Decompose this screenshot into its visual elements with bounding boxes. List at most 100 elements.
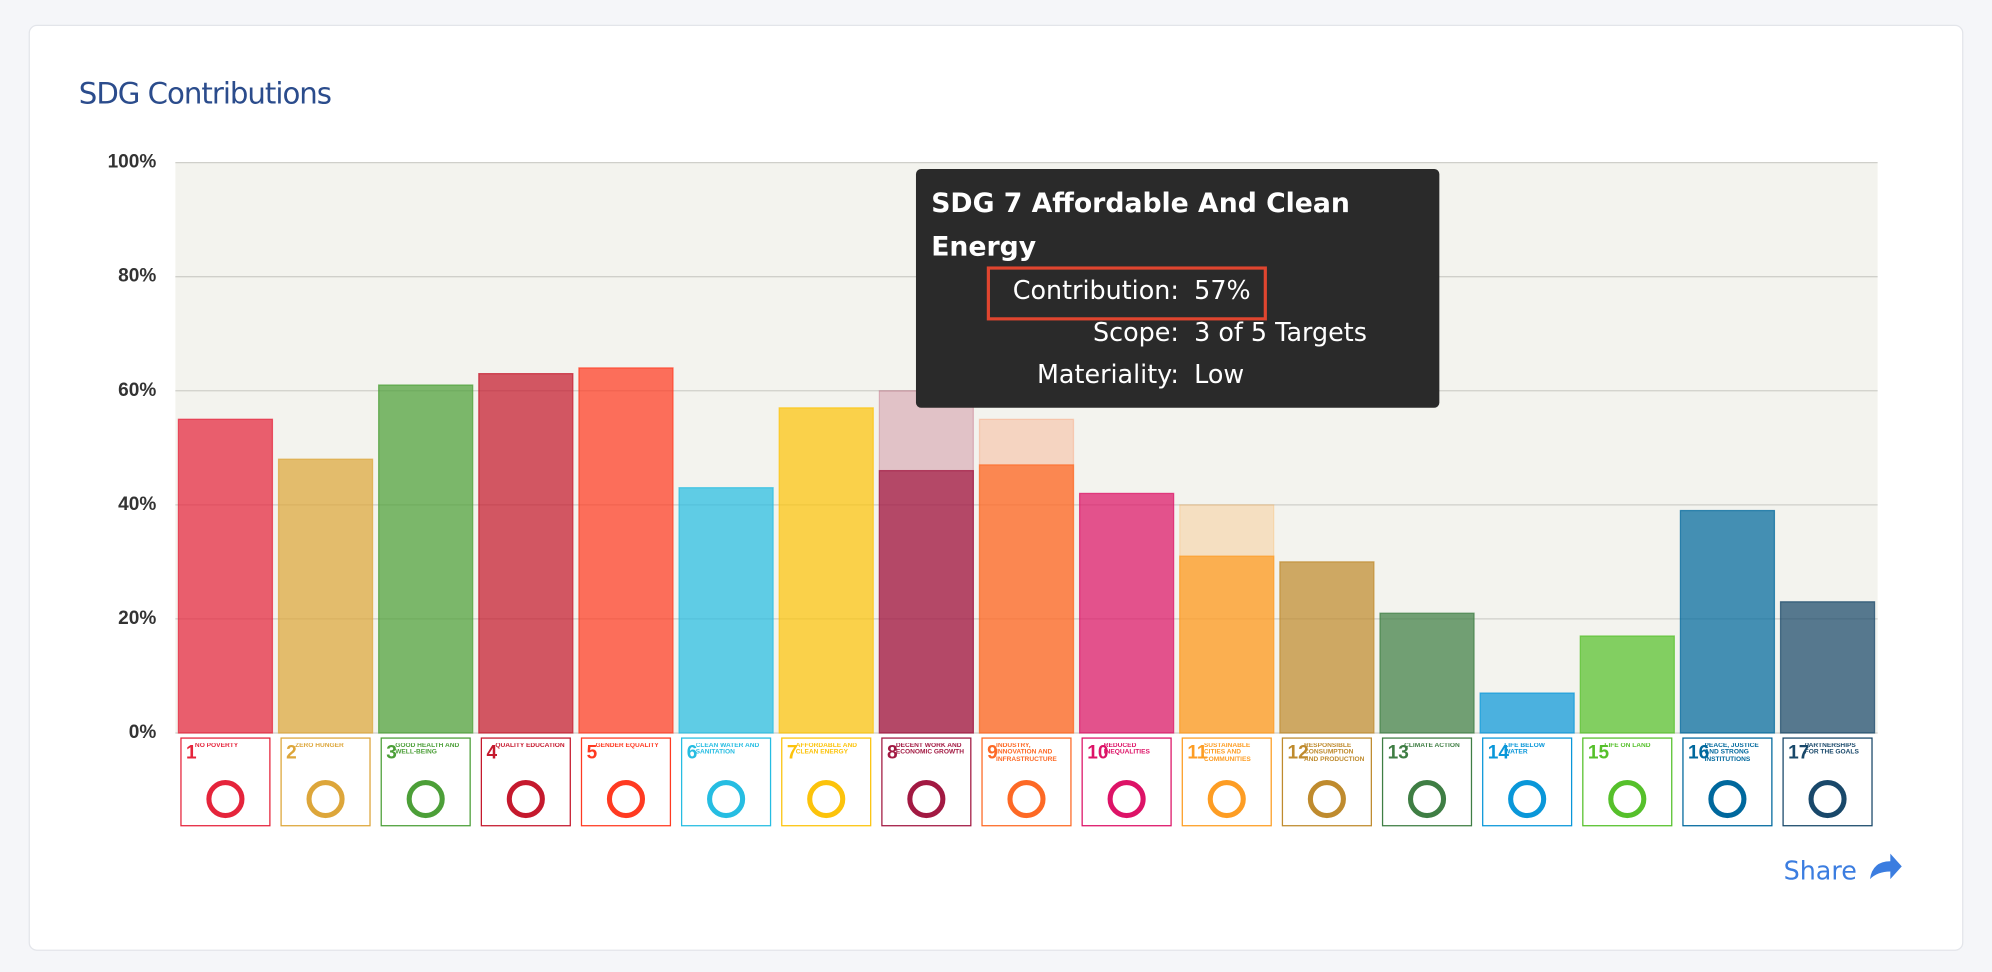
goal-number: 5 xyxy=(587,742,598,763)
bar[interactable] xyxy=(1078,492,1175,734)
bar[interactable] xyxy=(1379,612,1475,734)
goal-name-box: CLEAN WATER AND SANITATION xyxy=(695,743,760,757)
bar[interactable] xyxy=(978,464,1075,734)
goal-name: AFFORDABLE AND CLEAN ENERGY xyxy=(795,743,857,757)
goal-name-box: RESPONSIBLE CONSUMPTION AND PRODUCTION xyxy=(1304,743,1364,763)
share-icon[interactable] xyxy=(1869,853,1902,880)
goal-name: NO POVERTY xyxy=(194,743,239,750)
goal-number: 12 xyxy=(1288,742,1309,763)
bar[interactable] xyxy=(177,418,274,734)
goal-name-box: SUSTAINABLE CITIES AND COMMUNITIES xyxy=(1203,743,1251,764)
bar[interactable] xyxy=(778,407,874,734)
bar[interactable] xyxy=(1779,601,1876,734)
y-tick-label: 80% xyxy=(118,266,156,287)
bar[interactable] xyxy=(678,487,774,734)
goal-name-box: QUALITY EDUCATION xyxy=(495,743,565,750)
goal-name-box: DECENT WORK AND ECONOMIC GROWTH xyxy=(895,743,964,757)
icon-frame xyxy=(380,737,471,827)
y-tick-label: 100% xyxy=(108,152,157,173)
bar[interactable] xyxy=(277,458,374,734)
bar[interactable] xyxy=(1579,635,1675,734)
goal-name-box: REDUCED INEQUALITIES xyxy=(1104,743,1150,756)
goal-number: 15 xyxy=(1588,742,1610,763)
y-tick-label: 0% xyxy=(129,722,157,743)
bar[interactable] xyxy=(878,469,974,734)
icon-glyph xyxy=(1407,779,1447,819)
goal-number: 16 xyxy=(1688,742,1709,763)
tooltip-value: 3 of 5 Targets xyxy=(1194,317,1367,347)
goal-name: PEACE, JUSTICE AND STRONG INSTITUTIONS xyxy=(1704,743,1759,764)
tooltip-value: Low xyxy=(1194,359,1244,389)
goal-name-box: PARTNERSHIPS FOR THE GOALS xyxy=(1804,743,1859,757)
goal-number: 17 xyxy=(1788,742,1809,763)
goal-name: CLEAN WATER AND SANITATION xyxy=(695,743,760,757)
goal-number: 13 xyxy=(1388,742,1409,763)
goal-number: 10 xyxy=(1087,742,1108,763)
bar[interactable] xyxy=(578,367,674,734)
goal-name-box: NO POVERTY xyxy=(194,743,239,750)
tooltip-label: Contribution: xyxy=(1013,275,1179,305)
goal-name: DECENT WORK AND ECONOMIC GROWTH xyxy=(895,743,964,757)
bar[interactable] xyxy=(1479,692,1575,734)
goal-name: ZERO HUNGER xyxy=(295,743,344,750)
tooltip: SDG 7 Affordable And Clean Energy Contri… xyxy=(915,168,1440,408)
goal-name: LIFE ON LAND xyxy=(1604,743,1651,750)
sdg-icon: 1NO POVERTY xyxy=(180,737,271,827)
icon-glyph xyxy=(1207,779,1246,819)
goal-name-box: ZERO HUNGER xyxy=(295,743,344,750)
goal-name-box: CLIMATE ACTION xyxy=(1404,743,1460,749)
goal-name: QUALITY EDUCATION xyxy=(495,743,565,750)
goal-number: 11 xyxy=(1187,742,1208,763)
bar[interactable] xyxy=(478,373,574,734)
share-link[interactable]: Share xyxy=(1784,853,1902,886)
share-text[interactable]: Share xyxy=(1784,856,1857,886)
icon-glyph xyxy=(707,779,746,819)
icon-glyph xyxy=(1708,779,1747,819)
goal-name: PARTNERSHIPS FOR THE GOALS xyxy=(1804,743,1859,757)
goal-name-box: AFFORDABLE AND CLEAN ENERGY xyxy=(795,743,857,757)
icon-glyph xyxy=(506,779,545,819)
goal-number: 2 xyxy=(286,742,297,763)
goal-name-box: PEACE, JUSTICE AND STRONG INSTITUTIONS xyxy=(1704,743,1759,764)
goal-name-box: GOOD HEALTH AND WELL-BEING xyxy=(395,743,459,756)
tooltip-label: Scope: xyxy=(1093,317,1179,347)
goal-number: 9 xyxy=(987,742,998,763)
goal-number: 4 xyxy=(486,742,497,763)
bar[interactable] xyxy=(1679,509,1776,734)
y-tick-label: 40% xyxy=(118,494,156,515)
tooltip-label: Materiality: xyxy=(1037,359,1179,389)
bar[interactable] xyxy=(1279,561,1375,734)
icon-glyph xyxy=(1107,779,1146,819)
icon-glyph xyxy=(406,779,445,819)
icon-glyph xyxy=(306,779,345,819)
tooltip-value: 57% xyxy=(1194,275,1250,305)
goal-name: SUSTAINABLE CITIES AND COMMUNITIES xyxy=(1203,743,1251,764)
bar[interactable] xyxy=(378,384,474,734)
bar[interactable] xyxy=(1179,555,1275,734)
icon-glyph xyxy=(606,779,646,819)
goal-number: 8 xyxy=(887,742,898,763)
goal-name: GENDER EQUALITY xyxy=(595,743,659,750)
goal-name: LIFE BELOW WATER xyxy=(1504,743,1545,757)
icon-glyph xyxy=(206,779,245,819)
card-title: SDG Contributions xyxy=(79,76,331,110)
icon-glyph xyxy=(1608,779,1647,819)
goal-number: 7 xyxy=(787,742,798,763)
goal-name-box: LIFE BELOW WATER xyxy=(1504,743,1545,757)
icon-glyph xyxy=(1007,779,1046,819)
goal-number: 3 xyxy=(386,742,397,763)
icon-glyph xyxy=(807,779,846,819)
